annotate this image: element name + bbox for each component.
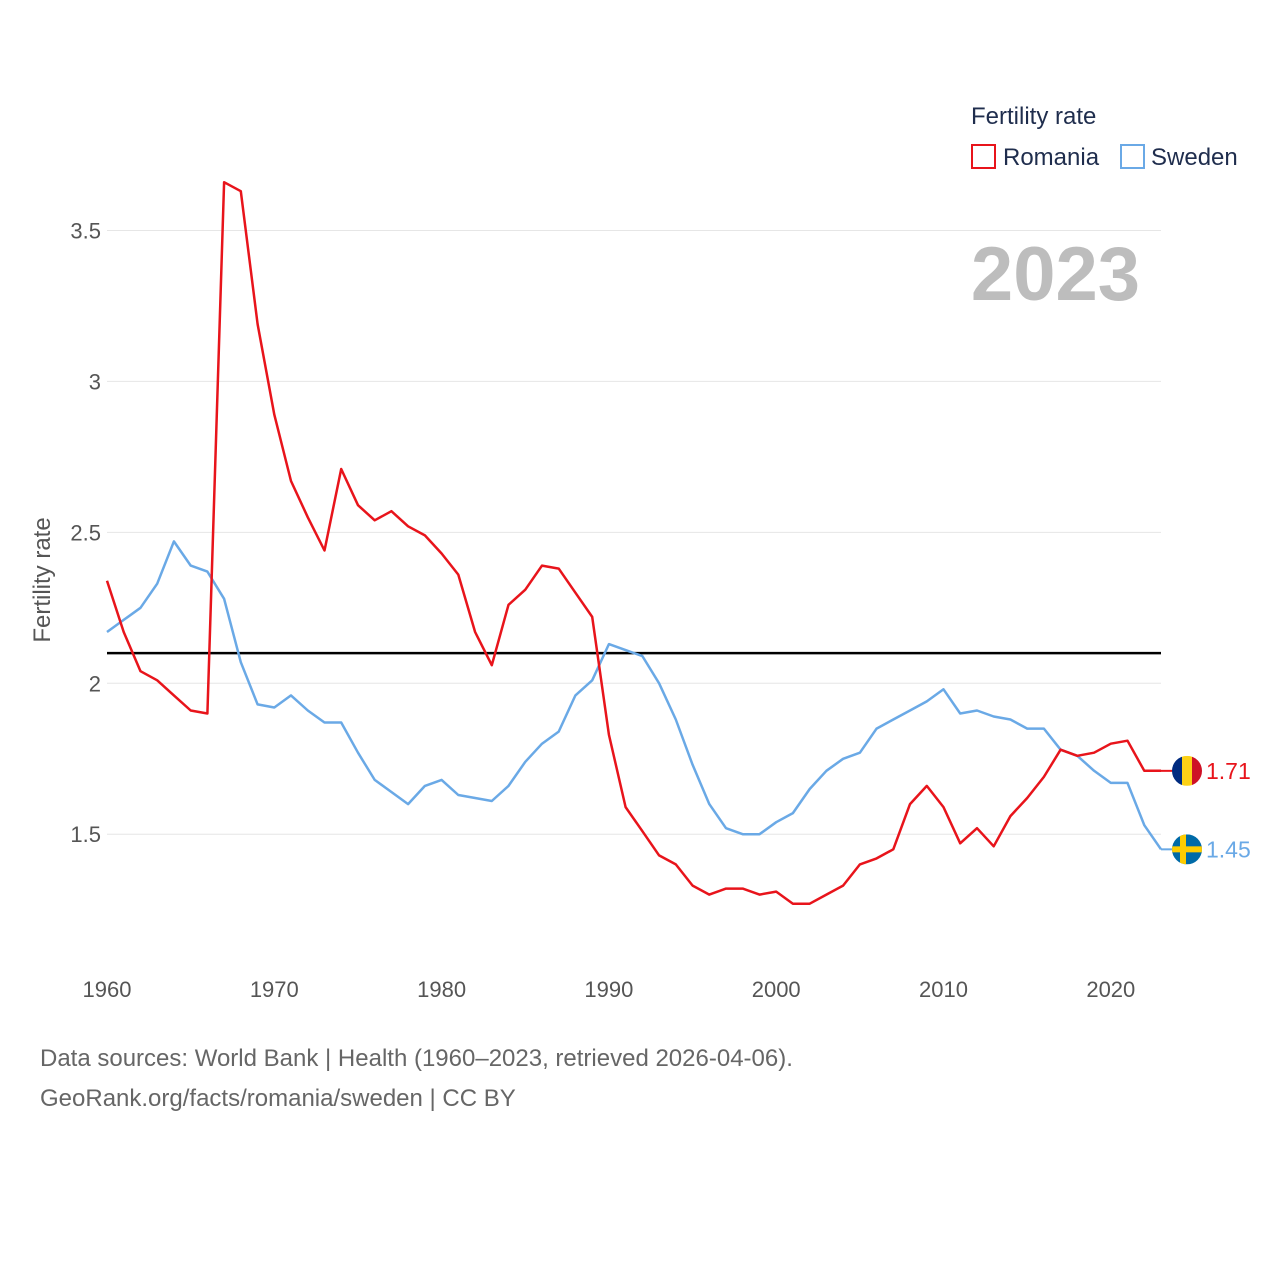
attribution-line[interactable]: GeoRank.org/facts/romania/sweden | CC BY <box>40 1085 516 1112</box>
romania-flag-fill <box>1172 755 1202 786</box>
y-axis-label: Fertility rate <box>29 517 56 642</box>
series-lines <box>105 180 1163 905</box>
x-tick-label: 1960 <box>83 977 132 1002</box>
y-tick-label: 3.5 <box>70 218 101 243</box>
y-tick-label: 2.5 <box>70 520 101 545</box>
sweden-flag-icon <box>1172 834 1202 865</box>
x-tick-label: 1980 <box>417 977 466 1002</box>
legend-swatch-romania <box>971 144 996 169</box>
y-tick-label: 1.5 <box>70 822 101 847</box>
romania-flag-icon <box>1172 755 1202 786</box>
axis-ticks: 1.5 2 2.5 3 3.5 1960 1970 1980 1990 2000 2010 2020 <box>70 218 1135 1002</box>
source-line: Data sources: World Bank | Health (1960–… <box>40 1045 793 1072</box>
legend-title: Fertility rate <box>971 103 1096 130</box>
flag-stripe-yellow <box>1182 755 1192 786</box>
series-line-sweden <box>106 540 1163 851</box>
x-tick-label: 1970 <box>250 977 299 1002</box>
year-watermark: 2023 <box>971 232 1140 317</box>
legend-label-sweden: Sweden <box>1151 144 1238 171</box>
flag-stripe-blue <box>1172 755 1182 786</box>
x-tick-label: 2000 <box>752 977 801 1002</box>
y-tick-label: 2 <box>89 671 101 696</box>
legend-label-romania: Romania <box>1003 144 1100 171</box>
x-tick-label: 1990 <box>584 977 633 1002</box>
x-tick-label: 2020 <box>1086 977 1135 1002</box>
y-tick-label: 3 <box>89 369 101 394</box>
flag-cross-horizontal <box>1172 846 1202 853</box>
series-line-romania <box>105 180 1161 905</box>
flag-cross-vertical <box>1180 834 1186 865</box>
legend: Fertility rate Romania Sweden <box>971 103 1238 171</box>
gridlines <box>107 229 1161 835</box>
flag-stripe-red <box>1192 755 1202 786</box>
legend-swatch-sweden <box>1120 144 1145 169</box>
legend-item-romania[interactable]: Romania <box>971 144 1100 171</box>
end-value-label-sweden: 1.45 <box>1206 836 1251 862</box>
legend-item-sweden[interactable]: Sweden <box>1120 144 1238 171</box>
sweden-flag-fill <box>1172 834 1202 865</box>
end-markers: 1.71 1.45 <box>1161 755 1251 865</box>
end-value-label-romania: 1.71 <box>1206 758 1251 784</box>
x-tick-label: 2010 <box>919 977 968 1002</box>
